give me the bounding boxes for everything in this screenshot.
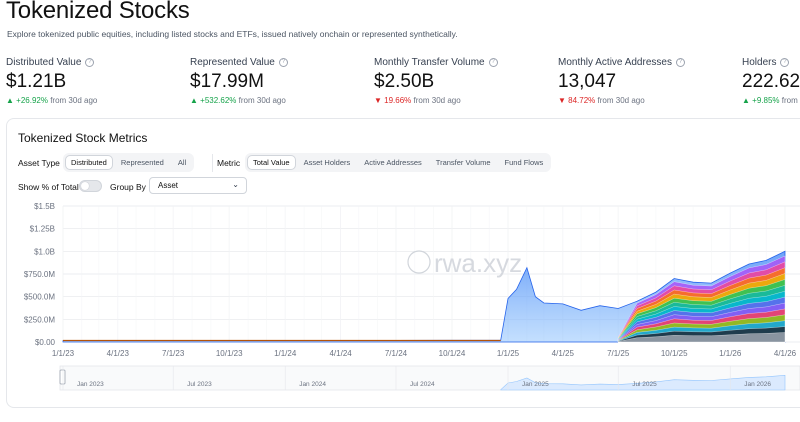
stat-monthly-active-addresses: Monthly Active Addresses? 13,047 ▼ 84.72… (558, 57, 685, 105)
stat-delta-period: from 30d ago (597, 96, 645, 105)
stat-distributed-value: Distributed Value? $1.21B ▲ +26.92% from… (6, 57, 97, 105)
stat-delta: ▼ 19.66% from 30d ago (374, 96, 498, 105)
stat-label: Monthly Transfer Volume (374, 57, 485, 68)
chevron-down-icon: ⌄ (232, 180, 239, 189)
asset-type-option-all[interactable]: All (177, 158, 187, 167)
stat-delta-period: from 30d ago (50, 96, 98, 105)
stat-delta-value: +9.85% (752, 96, 780, 105)
info-icon[interactable]: ? (780, 58, 790, 67)
metric-label: Metric (217, 158, 241, 168)
stat-represented-value: Represented Value? $17.99M ▲ +532.62% fr… (190, 57, 288, 105)
page-subtitle: Explore tokenized public equities, inclu… (7, 29, 458, 39)
stat-delta-value: +26.92% (16, 96, 48, 105)
metric-option-active-addresses[interactable]: Active Addresses (364, 158, 422, 167)
stat-delta: ▲ +9.85% from 30d ago (742, 96, 800, 105)
asset-type-option-represented[interactable]: Represented (120, 158, 164, 167)
stat-delta: ▲ +532.62% from 30d ago (190, 96, 288, 105)
stat-delta-period: from 30d ago (781, 96, 800, 105)
triangle-down-icon: ▼ (558, 96, 566, 105)
page-title: Tokenized Stocks (6, 0, 190, 24)
stat-delta-value: 84.72% (568, 96, 596, 105)
asset-type-segmented-control: Distributed Represented All (63, 153, 195, 172)
stat-value: $2.50B (374, 71, 435, 92)
metric-option-fund-flows[interactable]: Fund Flows (504, 158, 544, 167)
divider (212, 154, 213, 172)
show-pct-label: Show % of Total (18, 182, 79, 192)
info-icon[interactable]: ? (85, 58, 95, 67)
stat-holders: Holders? 222.62K ▲ +9.85% from 30d ago (742, 57, 800, 105)
stat-value: $1.21B (6, 71, 67, 92)
group-by-label: Group By (110, 182, 146, 192)
stat-delta-period: from 30d ago (238, 96, 286, 105)
triangle-up-icon: ▲ (742, 96, 750, 105)
stat-value: $17.99M (190, 71, 264, 92)
stat-delta-period: from 30d ago (413, 96, 461, 105)
group-by-value: Asset (158, 181, 179, 190)
card-title: Tokenized Stock Metrics (18, 131, 148, 145)
stat-value: 13,047 (558, 71, 617, 92)
metric-option-transfer-volume[interactable]: Transfer Volume (435, 158, 491, 167)
stat-label: Distributed Value (6, 57, 82, 68)
metric-segmented-control: Total Value Asset Holders Active Address… (245, 153, 552, 172)
info-icon[interactable]: ? (488, 58, 498, 67)
stat-delta: ▲ +26.92% from 30d ago (6, 96, 97, 105)
triangle-down-icon: ▼ (374, 96, 382, 105)
group-by-select[interactable]: Asset ⌄ (149, 177, 247, 194)
triangle-up-icon: ▲ (190, 96, 198, 105)
triangle-up-icon: ▲ (6, 96, 14, 105)
info-icon[interactable]: ? (278, 58, 288, 67)
show-pct-toggle[interactable] (79, 180, 102, 192)
stat-label: Holders (742, 57, 777, 68)
stat-label: Monthly Active Addresses (558, 57, 672, 68)
metrics-card: Tokenized Stock Metrics Asset Type Distr… (6, 118, 800, 408)
metric-option-total-value[interactable]: Total Value (247, 155, 296, 170)
stat-value: 222.62K (742, 71, 800, 92)
stat-delta-value: +532.62% (200, 96, 237, 105)
stat-delta-value: 19.66% (384, 96, 412, 105)
asset-type-option-distributed[interactable]: Distributed (65, 155, 113, 170)
stat-label: Represented Value (190, 57, 275, 68)
stat-delta: ▼ 84.72% from 30d ago (558, 96, 685, 105)
metric-option-asset-holders[interactable]: Asset Holders (303, 158, 351, 167)
info-icon[interactable]: ? (675, 58, 685, 67)
asset-type-label: Asset Type (18, 158, 60, 168)
toggle-knob (81, 182, 89, 190)
stat-monthly-transfer-volume: Monthly Transfer Volume? $2.50B ▼ 19.66%… (374, 57, 498, 105)
